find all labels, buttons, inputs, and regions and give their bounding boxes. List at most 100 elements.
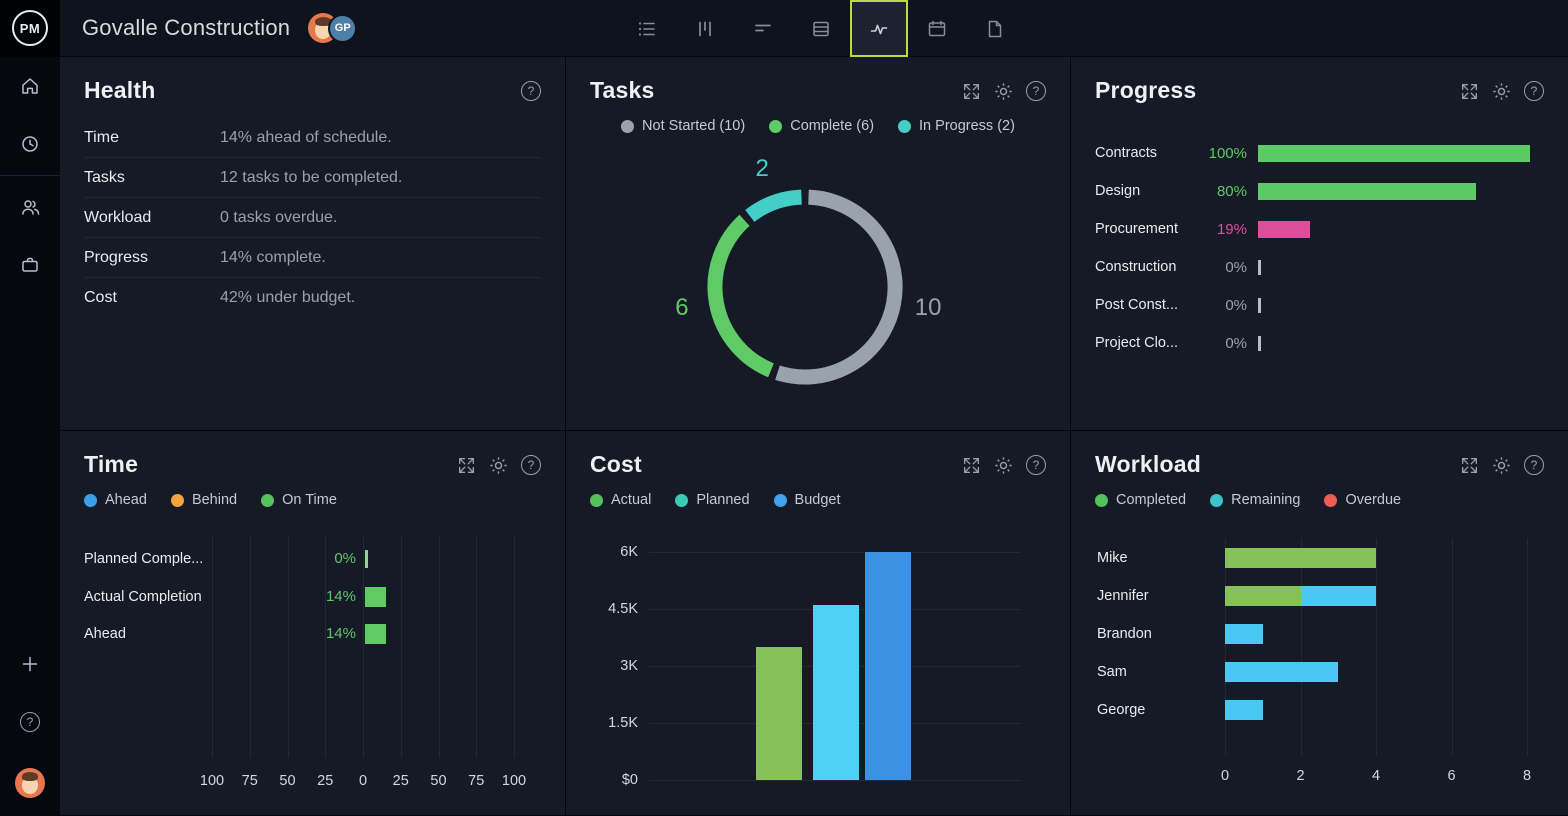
- bar: [1258, 220, 1310, 238]
- expand-icon[interactable]: [962, 82, 981, 101]
- zero-tick: [1258, 335, 1261, 351]
- category-label: Construction: [1095, 259, 1177, 275]
- legend-item: Ahead: [84, 492, 147, 508]
- bar-track: [1258, 144, 1544, 162]
- legend-dot: [1210, 493, 1224, 507]
- settings-gear-icon[interactable]: [994, 456, 1013, 475]
- expand-icon[interactable]: [457, 456, 476, 475]
- category-label: Ahead: [84, 626, 126, 642]
- legend-item: Not Started (10): [621, 118, 745, 134]
- sidebar-recent-item[interactable]: [0, 115, 60, 173]
- member-avatar-initials[interactable]: GP: [328, 13, 358, 43]
- category-label: Mike: [1097, 550, 1128, 566]
- expand-icon[interactable]: [962, 456, 981, 475]
- clock-icon: [22, 136, 38, 152]
- grid-line: [649, 552, 1021, 553]
- donut-segment: [707, 214, 774, 378]
- legend-label: Remaining: [1231, 492, 1301, 508]
- sidebar-add-button[interactable]: [0, 635, 60, 693]
- help-icon[interactable]: ?: [521, 81, 541, 101]
- sidebar-profile-button[interactable]: [0, 751, 60, 815]
- files-view-button[interactable]: [966, 0, 1024, 57]
- health-row: Progress 14% complete.: [84, 238, 541, 278]
- settings-gear-icon[interactable]: [1492, 82, 1511, 101]
- axis-tick-label: 75: [241, 773, 258, 789]
- time-legend: Ahead Behind On Time: [84, 492, 541, 508]
- pm-logo-icon: PM: [12, 10, 48, 46]
- help-icon[interactable]: ?: [521, 455, 541, 475]
- sidebar-portfolio-item[interactable]: [0, 236, 60, 294]
- legend-label: Behind: [191, 492, 238, 508]
- bar: [365, 624, 387, 644]
- settings-gear-icon[interactable]: [994, 82, 1013, 101]
- bar-segment: [1225, 700, 1263, 720]
- sidebar-help-button[interactable]: ?: [0, 693, 60, 751]
- donut-value-label: 2: [756, 155, 769, 182]
- grid-line: [1225, 538, 1226, 756]
- health-row-value: 42% under budget.: [220, 289, 356, 306]
- board-icon: [699, 21, 711, 36]
- sheet-view-button[interactable]: [792, 0, 850, 57]
- view-toolbar: [618, 0, 1024, 57]
- category-label: Actual Completion: [84, 588, 202, 605]
- grid-line: [1451, 538, 1453, 756]
- dashboard-view-button[interactable]: [850, 0, 908, 57]
- legend-dot: [773, 493, 787, 507]
- sidebar-team-item[interactable]: [0, 178, 60, 236]
- bar-segment: [1225, 586, 1301, 606]
- progress-row: Construction 0%: [1095, 248, 1544, 286]
- bar-segment: [1225, 624, 1263, 644]
- axis-tick-label: 4: [1371, 768, 1381, 784]
- calendar-icon: [928, 20, 946, 36]
- health-row-label: Time: [84, 129, 119, 146]
- category-label: Brandon: [1097, 626, 1152, 642]
- health-row-value: 14% complete.: [220, 249, 326, 266]
- axis-tick-label: 25: [317, 773, 334, 789]
- project-members: GP: [308, 13, 358, 43]
- help-icon[interactable]: ?: [1026, 455, 1046, 475]
- axis-tick-label: 6: [1447, 768, 1456, 784]
- donut-value-label: 6: [675, 294, 688, 321]
- zero-tick: [365, 550, 368, 568]
- legend-label: Complete (6): [790, 118, 875, 134]
- sheet-icon: [813, 21, 829, 36]
- axis-tick-label: 75: [468, 773, 485, 789]
- cost-chart: 6K 4.5K 3K 1.5K $0: [590, 541, 1046, 801]
- health-panel: Health ? Time 14% ahead of schedule. Tasks…: [60, 57, 565, 430]
- health-row: Cost 42% under budget.: [84, 278, 541, 317]
- legend-label: Completed: [1116, 492, 1187, 508]
- axis-tick-label: 25: [392, 773, 409, 789]
- progress-title: Progress: [1095, 77, 1197, 103]
- gantt-view-button[interactable]: [734, 0, 792, 57]
- bar-track: [1258, 259, 1544, 276]
- grid-line: [1376, 538, 1377, 756]
- help-icon[interactable]: ?: [1524, 81, 1544, 101]
- briefcase-icon: [22, 257, 38, 272]
- help-icon[interactable]: ?: [1026, 81, 1046, 101]
- health-row-value: 12 tasks to be completed.: [220, 169, 403, 186]
- health-row-value: 0 tasks overdue.: [220, 209, 338, 226]
- bar-segment: [1300, 586, 1376, 606]
- bar-track: [1258, 220, 1544, 238]
- sidebar-home-item[interactable]: [0, 57, 60, 115]
- legend-dot: [898, 119, 912, 133]
- legend-dot: [1324, 493, 1338, 507]
- bar: [865, 552, 911, 780]
- expand-icon[interactable]: [1460, 456, 1479, 475]
- help-icon[interactable]: ?: [1524, 455, 1544, 475]
- app-logo[interactable]: PM: [0, 0, 60, 57]
- health-title: Health: [84, 77, 156, 103]
- calendar-view-button[interactable]: [908, 0, 966, 57]
- help-icon: ?: [20, 712, 40, 732]
- legend-dot: [621, 119, 635, 133]
- bar-track: [1258, 182, 1544, 200]
- list-view-button[interactable]: [618, 0, 676, 57]
- settings-gear-icon[interactable]: [489, 456, 508, 475]
- grid-line: [212, 536, 213, 758]
- expand-icon[interactable]: [1460, 82, 1479, 101]
- board-view-button[interactable]: [676, 0, 734, 57]
- settings-gear-icon[interactable]: [1492, 456, 1511, 475]
- document-icon: [988, 20, 1002, 37]
- legend-item: Actual: [590, 492, 651, 508]
- gantt-icon: [755, 24, 771, 31]
